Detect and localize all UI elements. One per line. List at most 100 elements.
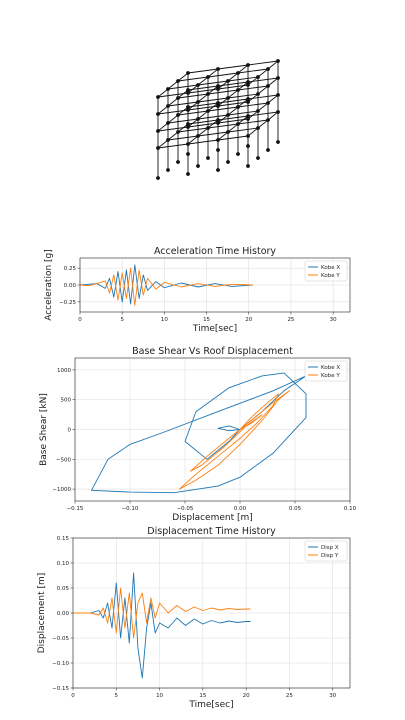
- frame-node: [156, 146, 160, 150]
- frame-node: [166, 87, 170, 91]
- x-tick-label: 5: [120, 317, 124, 323]
- beam-line: [217, 131, 229, 141]
- chart-panel-1: 0 5 10 15 20 25 30 −0.25 0.00 0.25 Acceleration Ti…: [44, 246, 351, 334]
- beam-line: [207, 123, 239, 129]
- beam-line: [237, 102, 269, 108]
- beam-line: [187, 118, 199, 128]
- beam-line: [187, 135, 199, 145]
- beam-line: [217, 135, 249, 141]
- frame-node: [156, 95, 160, 99]
- beam-line: [247, 60, 279, 66]
- frame-node: [276, 93, 280, 97]
- series-line-kobe-x: [91, 366, 327, 494]
- chart-title: Base Shear Vs Roof Displacement: [132, 346, 293, 357]
- beam-line: [177, 93, 209, 99]
- chart-panel-3: 0 5 10 15 20 25 30 −0.15 −0.10 −0.05 0.00 0.05 0.10 0…: [37, 526, 351, 710]
- frame-node: [196, 100, 200, 104]
- beam-line: [257, 119, 269, 129]
- frame-node: [256, 126, 260, 130]
- frame-node: [196, 83, 200, 87]
- frame-node: [256, 109, 260, 113]
- x-tick-label: −0.10: [122, 506, 139, 512]
- beam-line: [167, 101, 199, 107]
- beam-line: [257, 68, 269, 78]
- frame-node: [256, 92, 260, 96]
- beam-line: [197, 93, 209, 103]
- beam-line: [157, 109, 189, 115]
- frame-node: [246, 83, 250, 87]
- series-line-kobe-y: [179, 390, 290, 490]
- frame-node: [186, 88, 190, 92]
- y-tick-label: −1000: [52, 487, 71, 493]
- beam-line: [187, 101, 199, 111]
- y-axis-label: Displacement [m]: [37, 573, 47, 654]
- x-tick-label: −0.05: [177, 506, 194, 512]
- frame-node: [186, 125, 190, 129]
- beam-line: [247, 93, 259, 103]
- beam-line: [227, 106, 239, 116]
- y-tick-label: 0.05: [57, 586, 70, 592]
- frame-node: [176, 96, 180, 100]
- beam-line: [217, 118, 249, 124]
- frame-node: [216, 67, 220, 71]
- frame-node: [246, 117, 250, 121]
- frame-node: [216, 118, 220, 122]
- frame-node: [176, 160, 180, 164]
- beam-line: [167, 84, 199, 90]
- x-tick-label: 30: [329, 693, 336, 699]
- beam-line: [237, 119, 269, 125]
- frame-node: [216, 148, 220, 152]
- beam-line: [157, 88, 169, 98]
- frame-node: [166, 168, 170, 172]
- frame-node: [276, 76, 280, 80]
- y-tick-label: 0.15: [57, 536, 70, 542]
- beam-line: [217, 84, 249, 90]
- frame-node: [206, 75, 210, 79]
- beam-line: [257, 85, 269, 95]
- frame-node: [266, 67, 270, 71]
- x-tick-label: 0: [78, 317, 82, 323]
- beam-line: [177, 76, 209, 82]
- beam-line: [247, 76, 259, 86]
- series-line-disp-y: [73, 587, 251, 639]
- frame-node: [226, 160, 230, 164]
- x-tick-label: 20: [245, 317, 252, 323]
- beam-line: [177, 110, 209, 116]
- frame-node: [186, 122, 190, 126]
- beam-line: [217, 64, 249, 70]
- legend-label: Kobe X: [321, 365, 340, 371]
- frame-node: [246, 144, 250, 148]
- beam-line: [167, 118, 199, 124]
- frame-node: [266, 84, 270, 88]
- frame-node: [246, 164, 250, 168]
- frame-node: [246, 80, 250, 84]
- beam-line: [157, 139, 169, 149]
- beam-line: [217, 101, 249, 107]
- frame-node: [226, 113, 230, 117]
- y-tick-label: 0.00: [57, 611, 70, 617]
- x-tick-label: 25: [286, 693, 293, 699]
- beam-line: [237, 85, 269, 91]
- x-tick-label: 10: [161, 317, 168, 323]
- legend-label: Disp Y: [321, 553, 339, 559]
- x-tick-label: 20: [243, 693, 250, 699]
- frame-node: [216, 87, 220, 91]
- beam-line: [207, 68, 219, 78]
- series-line-kobe-y: [80, 267, 254, 306]
- frame-node: [226, 96, 230, 100]
- x-tick-label: 0: [71, 693, 75, 699]
- beam-line: [197, 76, 209, 86]
- beam-line: [167, 114, 179, 124]
- frame-node: [186, 142, 190, 146]
- frame-node: [266, 148, 270, 152]
- legend: Disp X Disp Y: [304, 540, 348, 562]
- beam-line: [227, 93, 259, 99]
- y-tick-label: −0.10: [52, 661, 69, 667]
- legend-label: Kobe Y: [321, 373, 340, 379]
- frame-node: [236, 122, 240, 126]
- x-axis-label: Displacement [m]: [172, 513, 253, 523]
- y-tick-label: 0.25: [64, 266, 77, 272]
- charts-group: 0 5 10 15 20 25 30 −0.25 0.00 0.25 Acceleration Ti…: [37, 246, 357, 710]
- frame-node: [216, 168, 220, 172]
- beam-line: [187, 105, 219, 111]
